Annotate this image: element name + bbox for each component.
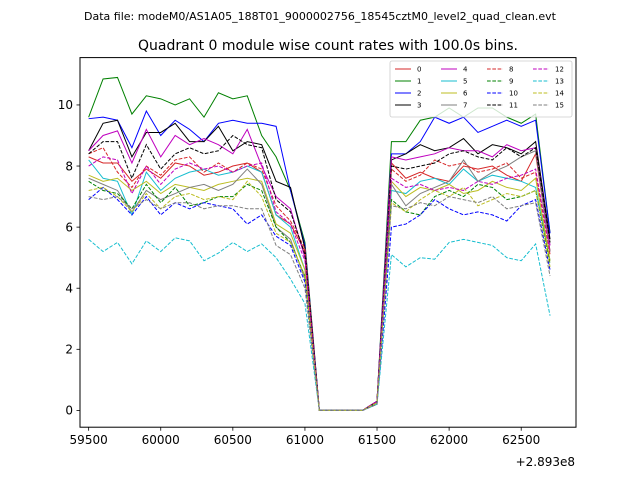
x-tick-label: 61000 xyxy=(286,433,324,447)
y-tick-label: 8 xyxy=(65,159,73,173)
x-tick-label: 61500 xyxy=(358,433,396,447)
x-offset-label: +2.893e8 xyxy=(516,455,575,469)
legend-label-5: 5 xyxy=(463,78,467,86)
x-tick-label: 60000 xyxy=(142,433,180,447)
legend-label-1: 1 xyxy=(417,78,421,86)
chart-title: Quadrant 0 module wise count rates with … xyxy=(138,38,518,54)
legend-label-11: 11 xyxy=(509,102,518,110)
y-tick-label: 2 xyxy=(65,343,73,357)
x-tick-label: 60500 xyxy=(214,433,252,447)
series-line-9 xyxy=(88,180,551,411)
legend-label-10: 10 xyxy=(509,90,518,98)
series-line-10 xyxy=(88,186,551,411)
legend-box xyxy=(389,60,573,118)
legend-label-9: 9 xyxy=(509,78,513,86)
y-tick-label: 4 xyxy=(65,282,73,296)
legend-label-15: 15 xyxy=(555,102,564,110)
x-tick-label: 59500 xyxy=(70,433,108,447)
x-tick-label: 62000 xyxy=(430,433,468,447)
y-axis: 0 2 4 6 8 10 xyxy=(58,98,80,418)
legend-label-14: 14 xyxy=(555,90,564,98)
data-file-label: Data file: modeM0/AS1A05_188T01_90000027… xyxy=(84,10,557,23)
legend-label-3: 3 xyxy=(417,102,421,110)
y-tick-label: 6 xyxy=(65,220,73,234)
legend-label-6: 6 xyxy=(463,90,468,98)
y-tick-label: 0 xyxy=(65,404,73,418)
x-axis: 59500 60000 60500 61000 61500 62000 62500 xyxy=(70,427,540,447)
y-tick-label: 10 xyxy=(58,98,73,112)
legend-label-0: 0 xyxy=(417,66,421,74)
legend-label-2: 2 xyxy=(417,90,421,98)
axes-border xyxy=(79,57,577,428)
legend-label-8: 8 xyxy=(509,66,513,74)
x-tick-label: 62500 xyxy=(502,433,540,447)
series-line-14 xyxy=(88,180,551,411)
legend-label-7: 7 xyxy=(463,102,467,110)
legend-label-4: 4 xyxy=(463,66,468,74)
series-line-15 xyxy=(88,195,551,411)
series-layer xyxy=(88,76,551,411)
plot-area xyxy=(79,57,577,428)
legend-label-13: 13 xyxy=(555,78,564,86)
legend-label-12: 12 xyxy=(555,66,564,74)
axes-frame xyxy=(80,57,576,428)
